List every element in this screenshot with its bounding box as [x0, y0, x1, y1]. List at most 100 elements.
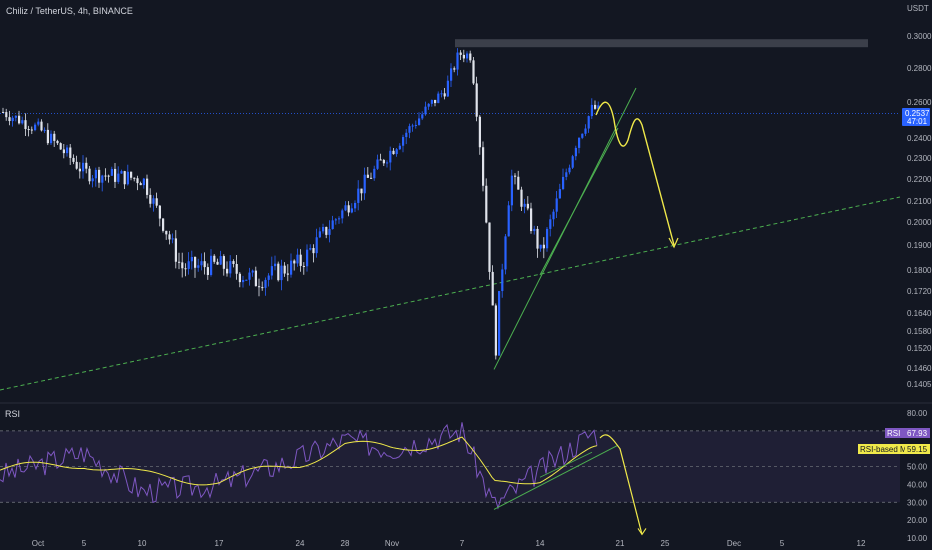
rsi-panel[interactable] — [0, 422, 900, 536]
price-tick-label: 0.3000 — [907, 32, 932, 41]
candle-body — [181, 262, 184, 269]
candle-body — [446, 80, 449, 97]
candle-body — [466, 53, 469, 59]
candle-body — [299, 254, 302, 266]
candle-body — [101, 175, 104, 183]
rsi-line — [0, 422, 598, 510]
candle-body — [43, 129, 46, 131]
candle-body — [501, 269, 504, 292]
candle-body — [491, 271, 494, 306]
price-tick-label: 0.2000 — [907, 218, 932, 227]
time-tick-label: 7 — [460, 539, 465, 548]
candle-body — [59, 143, 62, 150]
candle-body — [210, 255, 213, 275]
price-panel[interactable] — [0, 39, 901, 391]
candle-body — [155, 198, 158, 206]
candle-body — [507, 205, 510, 237]
candle-body — [306, 249, 309, 267]
candle-body — [293, 260, 296, 264]
rsi-ma-line — [0, 436, 598, 486]
rsi-badge-label-bg — [885, 428, 905, 438]
candle-body — [107, 175, 110, 177]
candle-body — [69, 147, 72, 158]
countdown-value: 47:01 — [907, 117, 928, 126]
candle-body — [418, 118, 421, 125]
candle-body — [309, 248, 312, 250]
candle-body — [2, 111, 5, 113]
candle-body — [261, 287, 264, 289]
candle-body — [568, 167, 571, 173]
candle-body — [126, 171, 129, 185]
price-axis: 0.3000 0.2800 0.2600 0.2400 0.2300 0.2200 0.21… — [907, 32, 932, 389]
time-tick-label: 14 — [536, 539, 545, 548]
rsi-tick-label: 30.00 — [907, 498, 928, 507]
candle-body — [280, 265, 283, 281]
candle-body — [158, 205, 161, 219]
candle-body — [114, 168, 117, 182]
candle-body — [104, 175, 107, 177]
candle-body — [123, 171, 126, 185]
price-tick-label: 0.1405 — [907, 380, 932, 389]
rsi-ma-label-bg — [858, 444, 905, 454]
candle-body — [510, 175, 513, 206]
candle-body — [440, 93, 443, 95]
candle-body — [133, 177, 136, 179]
candle-body — [370, 177, 373, 179]
rsi-value: 67.93 — [907, 429, 928, 438]
candle-body — [459, 52, 462, 55]
time-tick-label: 25 — [661, 539, 670, 548]
candle-body — [558, 189, 561, 199]
candle-body — [190, 257, 193, 262]
rsi-projection — [599, 434, 643, 535]
candle-body — [226, 268, 229, 274]
candle-body — [286, 273, 289, 275]
rsi-trendline-2 — [539, 451, 593, 478]
candle-body — [40, 121, 43, 131]
candle-body — [366, 174, 369, 178]
time-tick-label: 10 — [138, 539, 147, 548]
candle-body — [456, 52, 459, 70]
candle-body — [110, 168, 113, 176]
candle-body — [88, 168, 91, 182]
time-tick-label: Nov — [385, 539, 399, 548]
price-tick-label: 0.1900 — [907, 241, 932, 250]
candle-body — [117, 173, 120, 182]
candle-body — [315, 237, 318, 254]
candle-body — [398, 145, 401, 150]
candle-body — [152, 198, 155, 204]
candle-body — [411, 125, 414, 127]
candle-body — [504, 236, 507, 270]
time-tick-label: Oct — [32, 539, 45, 548]
chart-title: Chiliz / TetherUS, 4h, BINANCE — [6, 6, 133, 16]
rsi-ma-value-badge — [905, 444, 930, 454]
candle-body — [472, 60, 475, 84]
candle-body — [120, 171, 123, 174]
candle-body — [53, 133, 56, 141]
candle-body — [165, 230, 168, 235]
candle-body — [574, 147, 577, 157]
price-tick-label: 0.1460 — [907, 364, 932, 373]
candle-body — [229, 261, 232, 274]
candle-body — [427, 103, 430, 107]
candle-body — [344, 205, 347, 211]
candle-body — [347, 205, 350, 213]
candle-body — [82, 162, 85, 172]
rsi-ma-label: RSI-based MA — [860, 445, 913, 454]
candle-body — [523, 203, 526, 207]
candle-body — [216, 261, 219, 265]
projection-arrow — [668, 237, 679, 249]
candle-body — [94, 169, 97, 179]
candle-body — [194, 257, 197, 268]
candle-body — [312, 248, 315, 254]
candle-body — [414, 124, 417, 126]
price-tick-label: 0.2300 — [907, 154, 932, 163]
candle-body — [277, 263, 280, 281]
candle-body — [430, 99, 433, 104]
time-tick-label: 17 — [215, 539, 224, 548]
candle-body — [264, 279, 267, 288]
candle-body — [24, 120, 27, 130]
candle-body — [587, 116, 590, 129]
rsi-title: RSI — [5, 409, 21, 419]
rsi-ma-value: 59.15 — [907, 445, 928, 454]
